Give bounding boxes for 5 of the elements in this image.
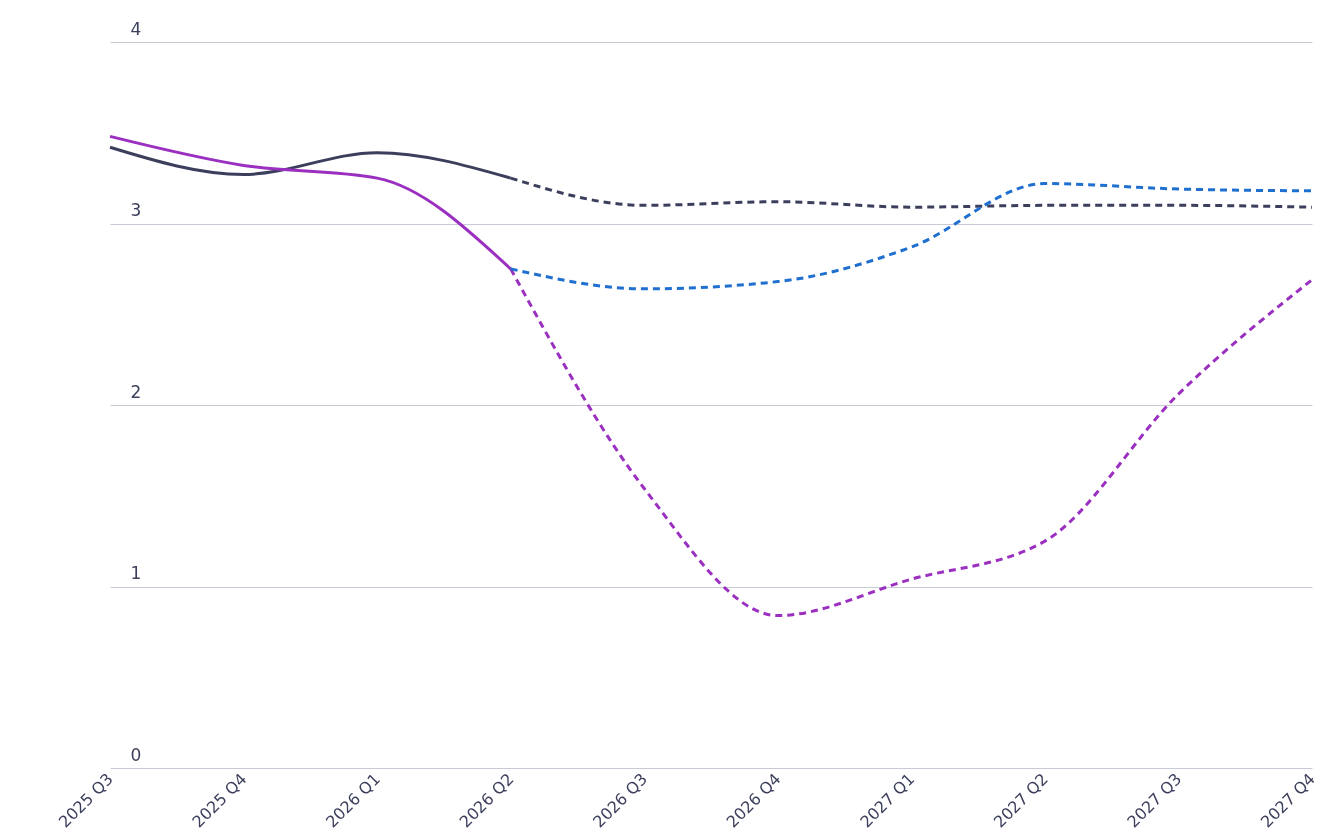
y-tick-label: 4 — [130, 18, 142, 39]
y-tick-label: 2 — [130, 381, 142, 402]
y-tick-label: 0 — [130, 744, 142, 765]
y-tick-label: 3 — [130, 200, 142, 220]
y-tick-label: 1 — [130, 563, 142, 583]
